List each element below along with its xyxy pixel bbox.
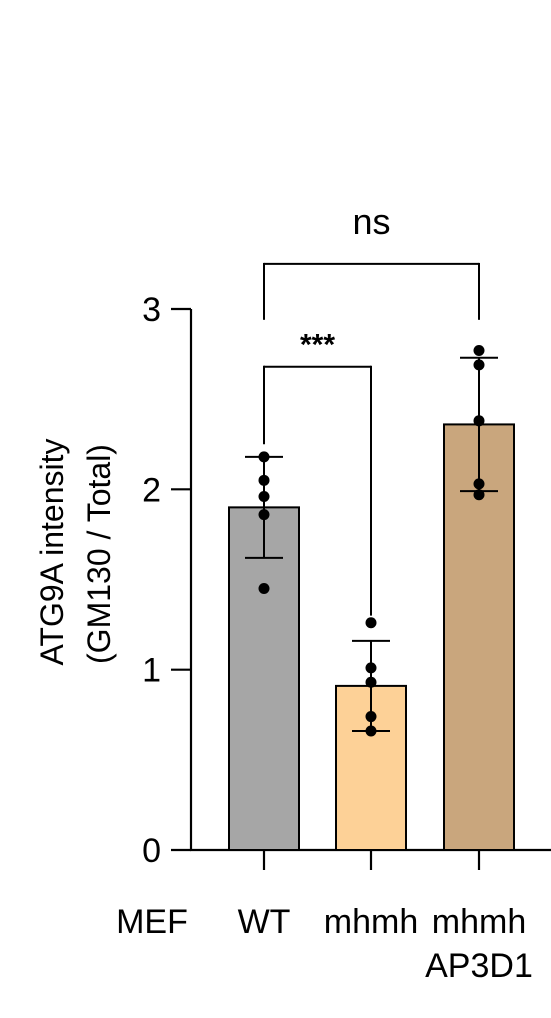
significance-brackets: *** ns	[263, 201, 480, 616]
data-point	[365, 662, 377, 674]
bar	[228, 506, 300, 851]
row-label: MEF	[116, 903, 188, 941]
data-point	[258, 474, 270, 486]
bars	[228, 423, 515, 851]
data-point	[258, 491, 270, 503]
data-point	[473, 359, 485, 371]
data-point	[258, 509, 270, 521]
data-points	[258, 344, 485, 737]
data-point	[258, 583, 270, 595]
data-point	[365, 725, 377, 737]
x-category-label: mhmh	[432, 903, 526, 941]
data-point	[473, 415, 485, 427]
x-category-label: WT	[238, 903, 291, 941]
data-point	[365, 617, 377, 629]
x-category-label: AP3D1	[425, 947, 533, 985]
labels: ATG9A intensity (GM130 / Total) MEF WT mhmh m…	[34, 438, 533, 985]
significance-label: ***	[300, 329, 335, 362]
y-axis-title: ATG9A intensity	[34, 438, 70, 665]
x-category-label: mhmh	[324, 903, 418, 941]
y-tick-label: 2	[142, 471, 161, 509]
data-point	[473, 489, 485, 501]
y-tick-label: 0	[142, 832, 161, 870]
significance-label: ns	[352, 201, 390, 242]
data-point	[473, 344, 485, 356]
data-point	[473, 478, 485, 490]
data-point	[365, 711, 377, 723]
y-tick-label: 3	[142, 291, 161, 329]
data-point	[365, 676, 377, 688]
y-tick-label: 1	[142, 652, 161, 690]
data-point	[258, 451, 270, 463]
y-axis-subtitle: (GM130 / Total)	[81, 444, 117, 664]
